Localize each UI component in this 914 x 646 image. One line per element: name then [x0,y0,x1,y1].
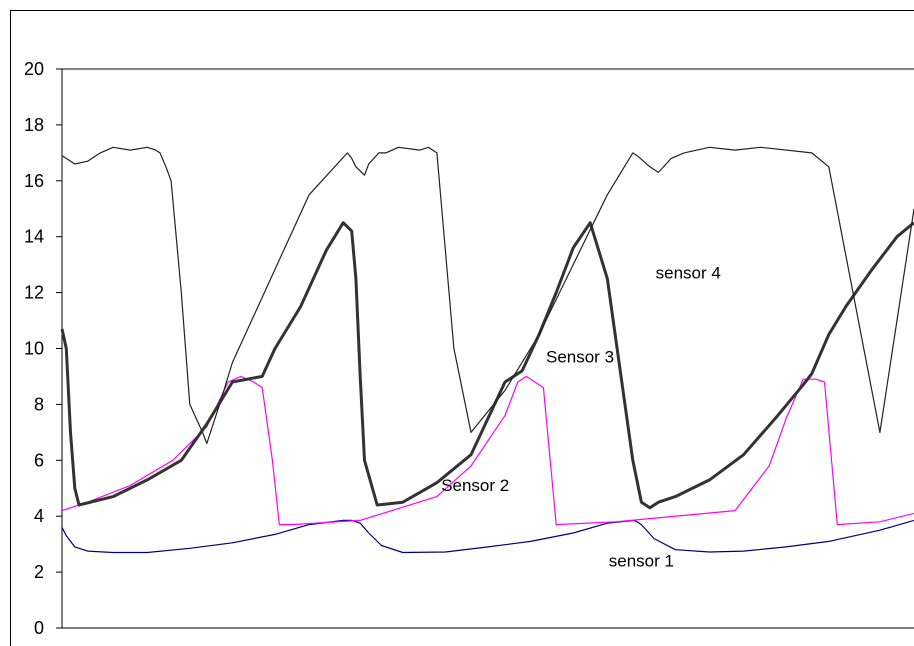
series-1 [61,519,914,554]
y-tick-label: 10 [24,339,44,359]
series-annotation: sensor 1 [609,552,674,571]
y-tick-label: 18 [24,115,44,135]
annotation-layer: sensor 4 Sensor 3 Sensor 2 sensor 1 [441,264,721,571]
y-tick-label: 2 [34,562,44,582]
y-tick-label: 12 [24,283,44,303]
series-line [61,146,914,445]
y-axis: 0 2 4 6 8 10 12 14 16 18 20 [24,59,914,638]
chart-frame [10,10,914,646]
series-4 [61,146,914,445]
y-tick-label: 8 [34,394,44,414]
y-tick-label: 16 [24,171,44,191]
y-tick-label: 0 [34,618,44,638]
series-line [61,519,914,554]
y-tick-label: 6 [34,450,44,470]
series-2 [61,375,914,526]
y-tick-label: 14 [24,227,44,247]
series-layer [60,146,914,554]
series-annotation: Sensor 2 [441,476,509,495]
series-line [61,375,914,526]
series-annotation: Sensor 3 [546,347,614,366]
y-tick-label: 4 [34,506,44,526]
series-line [60,221,914,510]
y-tick-label: 20 [24,59,44,79]
series-annotation: sensor 4 [656,264,721,283]
series-3 [60,221,914,510]
